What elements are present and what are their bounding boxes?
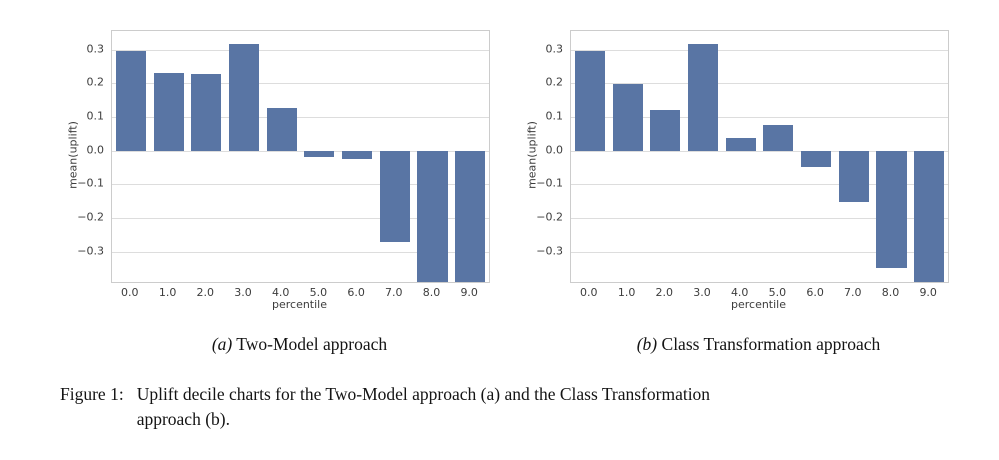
bar-chart-two-model: mean(uplift) percentile 0.3 0.2 0.1 0.0 −0.1… [60,20,500,332]
y-tick-label: 0.2 [545,75,564,89]
figure-caption-body: Uplift decile charts for the Two-Model a… [137,382,710,432]
bar-4.0 [266,107,297,151]
gridline-−0.2 [112,218,489,219]
gridline-0.2 [112,83,489,85]
x-tick-label: 4.0 [271,286,290,299]
bar-5.0 [304,150,335,158]
figure-caption-line1: Uplift decile charts for the Two-Model a… [136,384,711,404]
subcaption-b: (b) Class Transformation approach [570,334,947,355]
bar-7.0 [838,150,869,202]
x-tick-label: 5.0 [768,286,787,299]
y-tick-label: 0.1 [86,109,105,123]
y-tick-label: 0.0 [86,143,105,157]
y-tick-label: 0.1 [545,109,564,123]
bar-1.0 [612,83,643,151]
x-tick-label: 2.0 [196,286,215,299]
gridline-−0.3 [571,251,948,253]
plot-area-class-transformation [570,30,949,283]
gridline-0.3 [112,49,489,51]
gridline-0.0 [112,150,489,152]
bar-3.0 [228,43,260,151]
figure-caption: Figure 1: Uplift decile charts for the T… [60,382,710,432]
y-tick-label: −0.1 [536,176,563,190]
figure-caption-line2: approach (b). [136,409,230,429]
gridline-−0.2 [571,218,948,219]
x-axis-label: percentile [271,298,327,311]
y-tick-label: 0.3 [545,42,564,55]
bar-0.0 [115,51,146,151]
bar-2.0 [650,110,681,151]
bar-8.0 [417,150,448,282]
x-tick-label: 3.0 [234,286,252,299]
x-tick-label: 5.0 [309,286,328,299]
x-tick-label: 8.0 [881,286,900,299]
subcaption-b-label: (b) [636,334,658,354]
plot-area-two-model [111,30,490,283]
y-tick-label: −0.2 [77,210,104,224]
x-tick-label: 2.0 [655,286,674,299]
gridline-0.2 [571,83,948,85]
gridline-−0.1 [571,184,948,186]
figure-caption-label: Figure 1: [60,384,124,404]
x-tick-label: 6.0 [347,286,365,299]
y-tick-label: 0.0 [545,143,564,157]
gridline-0.0 [571,150,948,152]
x-axis-label: percentile [730,298,786,311]
y-tick-label: −0.3 [77,244,104,258]
y-tick-label: −0.3 [536,244,563,258]
y-tick-label: 0.2 [86,75,105,89]
x-tick-label: 7.0 [385,286,403,299]
x-tick-label: 9.0 [919,286,937,299]
x-tick-label: 4.0 [730,286,749,299]
bar-4.0 [725,137,756,151]
x-tick-label: 3.0 [693,286,711,299]
y-tick-label: −0.2 [536,210,563,224]
bar-6.0 [801,150,832,168]
y-tick-label: −0.1 [77,176,104,190]
x-tick-label: 6.0 [806,286,824,299]
x-tick-label: 9.0 [460,286,478,299]
gridline-0.3 [571,49,948,51]
subcaption-a-text: Two-Model approach [232,334,388,354]
bar-7.0 [379,150,410,242]
bar-1.0 [153,73,184,151]
x-tick-label: 8.0 [422,286,441,299]
bar-9.0 [914,150,945,282]
bar-3.0 [687,43,719,151]
bar-6.0 [342,150,373,159]
x-tick-label: 7.0 [844,286,862,299]
y-tick-label: 0.3 [86,42,105,55]
gridline-−0.1 [112,184,489,186]
gridline-−0.3 [112,251,489,253]
x-tick-label: 0.0 [580,286,598,299]
bar-5.0 [763,124,794,151]
bar-9.0 [455,150,486,282]
bar-0.0 [574,51,605,151]
bar-2.0 [191,73,222,151]
x-tick-label: 1.0 [617,286,636,299]
subcaption-a-label: (a) [211,334,233,354]
gridline-0.1 [112,116,489,118]
bar-chart-class-transformation: mean(uplift) percentile 0.3 0.2 0.1 0.0 −0.1… [519,20,959,332]
subcaption-a: (a) Two-Model approach [111,334,488,355]
bar-8.0 [876,150,907,269]
x-tick-label: 0.0 [121,286,139,299]
subcaption-b-text: Class Transformation approach [657,334,881,354]
gridline-0.1 [571,116,948,118]
x-tick-label: 1.0 [158,286,177,299]
